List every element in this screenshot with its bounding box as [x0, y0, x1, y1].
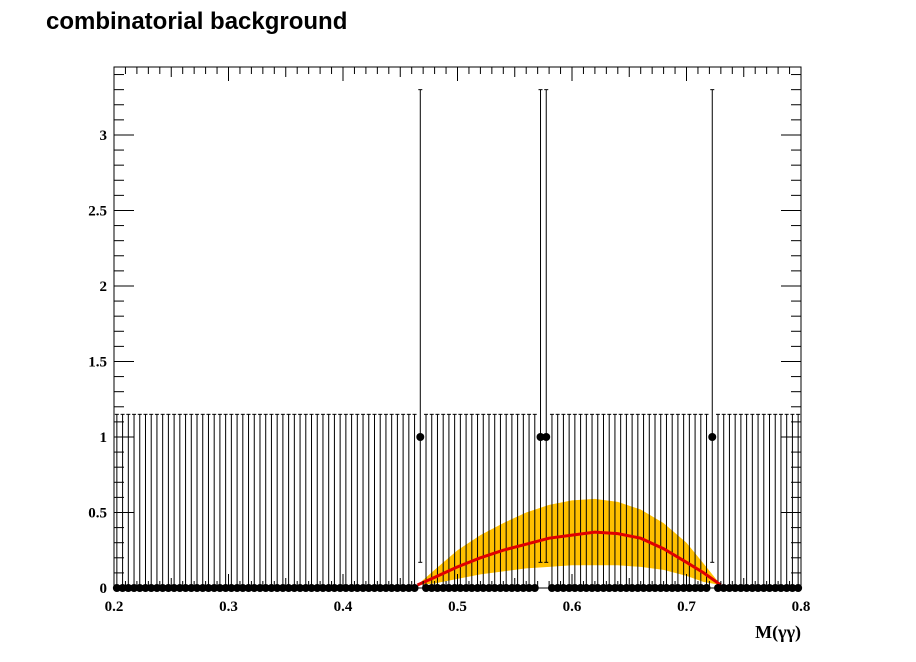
y-tick-label: 0.5 [88, 505, 107, 521]
x-tick-label: 0.2 [105, 599, 124, 615]
error-bars-layer [114, 89, 801, 588]
y-tick-label: 3 [100, 128, 108, 144]
plot-frame [113, 66, 802, 589]
fit-curve [416, 530, 722, 587]
y-tick-label: 1.5 [88, 354, 107, 370]
x-axis-label: M(γγ) [755, 622, 801, 643]
fit-curve-layer [416, 530, 722, 587]
chart-title: combinatorial background [46, 8, 347, 35]
data-point [708, 432, 717, 441]
data-point [542, 432, 551, 441]
data-point [536, 432, 545, 441]
tick-labels-layer: 0.2 0.3 0.4 0.5 0.6 0.7 0.8 0 0.5 1 1.5 2 2.5 3 [88, 128, 810, 615]
x-tick-label: 0.6 [563, 599, 582, 615]
y-tick-label: 2 [100, 279, 108, 295]
data-point [416, 432, 425, 441]
axis-ticks-layer [113, 67, 802, 589]
y-tick-label: 2.5 [88, 203, 107, 219]
x-tick-label: 0.5 [448, 599, 467, 615]
x-tick-label: 0.7 [677, 599, 696, 615]
x-tick-label: 0.4 [334, 599, 353, 615]
x-tick-label: 0.3 [219, 599, 238, 615]
x-tick-label: 0.8 [792, 599, 811, 615]
y-tick-label: 1 [100, 430, 108, 446]
y-tick-label: 0 [100, 581, 108, 597]
